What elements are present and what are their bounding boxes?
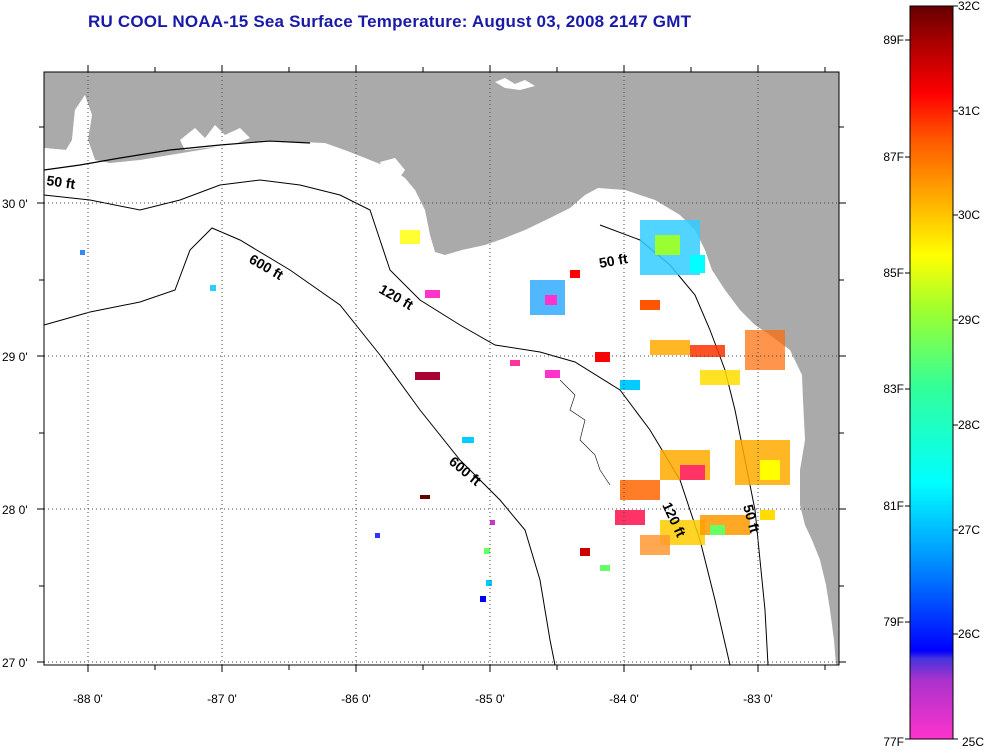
colorbar-fahrenheit-label: 85F: [883, 266, 904, 280]
contour-label: 50 ft: [46, 172, 77, 192]
x-tick-label: -88 0': [73, 692, 103, 706]
island-detail: [495, 78, 535, 90]
y-tick-marks: [37, 126, 846, 663]
y-tick-label: 30 0': [2, 197, 28, 211]
colorbar: [909, 5, 954, 740]
bay-detail-2: [380, 158, 405, 180]
colorbar-celsius-label: 27C: [958, 523, 980, 537]
colorbar-celsius-label: 28C: [958, 418, 980, 432]
grid-lines: [44, 72, 839, 665]
x-tick-label: -85 0': [475, 692, 505, 706]
y-tick-label: 28 0': [2, 503, 28, 517]
map-frame: [43, 71, 840, 666]
contour-label: 50 ft: [598, 250, 629, 271]
land-mass: [44, 72, 839, 665]
x-tick-label: -86 0': [341, 692, 371, 706]
x-tick-label: -84 0': [609, 692, 639, 706]
colorbar-celsius-label: 30C: [958, 208, 980, 222]
coast-detail: [559, 379, 611, 486]
colorbar-fahrenheit-label: 81F: [883, 499, 904, 513]
contour-600ft: [43, 227, 556, 666]
colorbar-fahrenheit-label: 83F: [883, 382, 904, 396]
x-tick-label: -83 0': [743, 692, 773, 706]
contour-label: 50 ft: [740, 503, 763, 535]
colorbar-celsius-label: 26C: [958, 627, 980, 641]
sst-pixels: [80, 220, 790, 602]
colorbar-fahrenheit-label: 79F: [883, 615, 904, 629]
map-title: RU COOL NOAA-15 Sea Surface Temperature:…: [88, 12, 692, 31]
x-tick-marks: [87, 65, 826, 672]
panhandle-shore: [44, 95, 95, 170]
colorbar-celsius-label: 32C: [958, 0, 980, 13]
y-tick-label: 27 0': [2, 656, 28, 670]
colorbar-fahrenheit-label: 87F: [883, 150, 904, 164]
colorbar-celsius-label: 29C: [958, 313, 980, 327]
colorbar-fahrenheit-label: 77F: [883, 735, 904, 749]
y-tick-label: 29 0': [2, 350, 28, 364]
colorbar-celsius-label: 25C: [962, 735, 984, 749]
colorbar-fahrenheit-label: 89F: [883, 33, 904, 47]
contour-50ft-west: [43, 140, 311, 171]
x-tick-label: -87 0': [207, 692, 237, 706]
colorbar-celsius-label: 31C: [958, 104, 980, 118]
colorbar-ticks: [905, 5, 958, 740]
